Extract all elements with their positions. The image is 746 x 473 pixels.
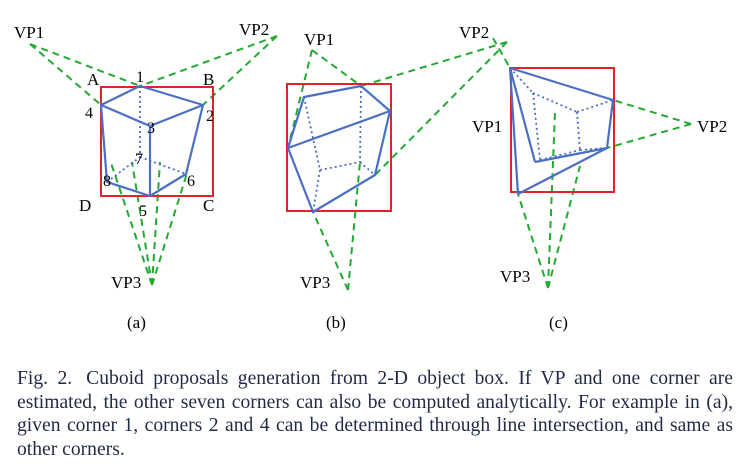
figure-cuboid-proposals: VP1 VP2 VP3 1 2 3 4 5 6 7 8 A B C D (a) xyxy=(14,20,727,332)
panel-b-subcaption: (b) xyxy=(326,313,346,332)
panel-a-box-corner-a: A xyxy=(87,70,100,89)
panel-b-vanishing-lines xyxy=(287,41,508,291)
panel-c-vp1-label: VP1 xyxy=(472,117,502,136)
panel-a-box-corner-d: D xyxy=(79,196,91,215)
panel-a-corner-3: 3 xyxy=(147,120,155,137)
panel-a-corner-6: 6 xyxy=(187,173,195,190)
figure-caption-label: Fig. 2. xyxy=(17,368,73,389)
panel-c-vp2-label: VP2 xyxy=(697,117,727,136)
panel-c: VP1 VP2 VP3 (c) xyxy=(472,37,727,332)
panel-b-vp3-label: VP3 xyxy=(300,273,330,292)
panel-b-cuboid xyxy=(286,84,392,214)
panel-a-corner-1: 1 xyxy=(136,69,144,86)
panel-a: VP1 VP2 VP3 1 2 3 4 5 6 7 8 A B C D (a) xyxy=(14,20,278,332)
panel-b-vp2-label: VP2 xyxy=(459,23,489,42)
panel-a-vanishing-lines xyxy=(29,35,278,286)
panel-b-object-box xyxy=(286,83,392,212)
panel-a-vp2-label: VP2 xyxy=(239,20,269,39)
panel-a-object-box xyxy=(100,86,214,197)
panel-c-cuboid xyxy=(508,66,615,196)
panel-a-vp3-label: VP3 xyxy=(111,273,141,292)
panel-a-corner-2: 2 xyxy=(206,108,214,125)
panel-b-vp1-label: VP1 xyxy=(304,30,334,49)
panel-c-vanishing-lines xyxy=(492,37,692,289)
panel-a-cuboid xyxy=(99,84,205,198)
panel-a-subcaption: (a) xyxy=(127,313,146,332)
figure-caption-text: Cuboid proposals generation from 2-D obj… xyxy=(17,368,733,460)
panel-a-corner-7: 7 xyxy=(135,151,143,168)
panel-a-box-corner-b: B xyxy=(203,70,214,89)
panel-a-corner-5: 5 xyxy=(139,203,147,220)
panel-a-vp1-label: VP1 xyxy=(14,23,44,42)
figure-caption: Fig. 2. Cuboid proposals generation from … xyxy=(17,367,733,461)
panel-a-corner-8: 8 xyxy=(103,173,111,190)
panel-c-subcaption: (c) xyxy=(549,313,568,332)
panel-c-vp3-label: VP3 xyxy=(500,267,530,286)
panel-a-box-corner-c: C xyxy=(203,196,214,215)
panel-a-corner-4: 4 xyxy=(85,105,93,122)
panel-b: VP1 VP2 VP3 (b) xyxy=(286,23,508,332)
panel-c-object-box xyxy=(510,67,615,193)
